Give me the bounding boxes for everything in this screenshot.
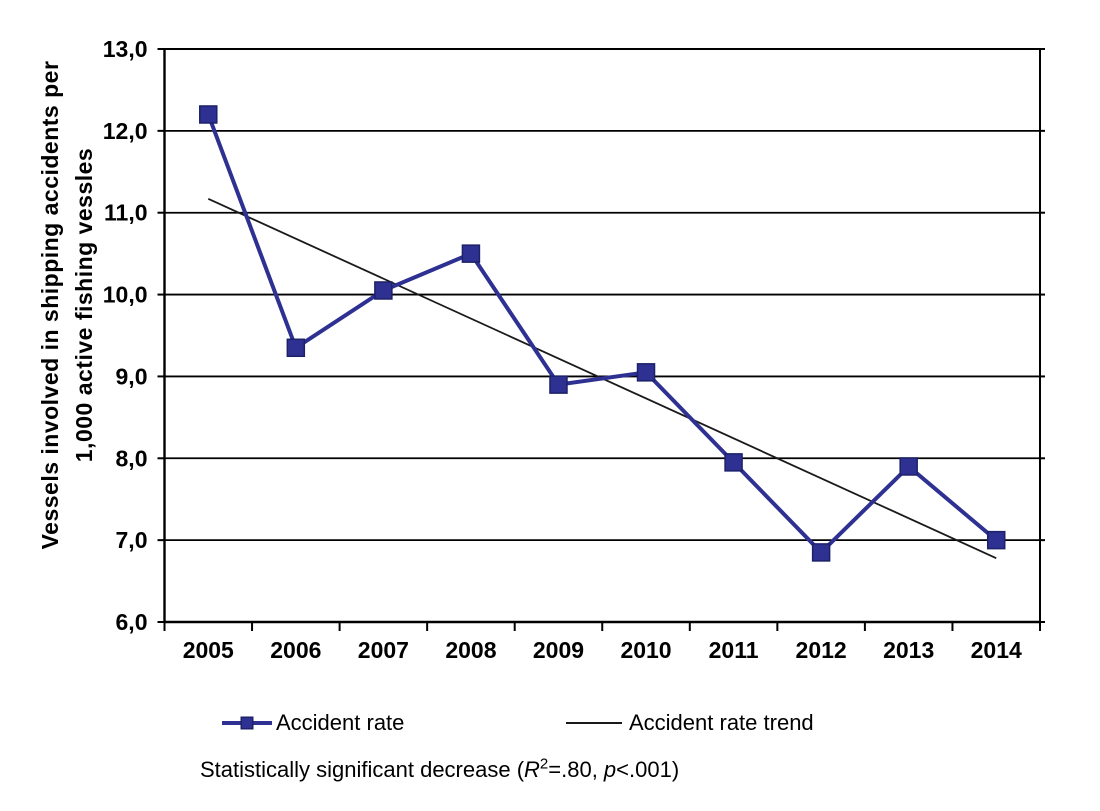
x-tick-label: 2013 <box>883 637 934 663</box>
legend-item-accident-rate-trend: Accident rate trend <box>566 709 814 737</box>
x-tick-label: 2006 <box>270 637 321 663</box>
note-text: Statistically significant decrease ( <box>200 757 525 782</box>
accident-rate-marker <box>461 244 481 263</box>
accident-rate-marker <box>286 338 306 358</box>
accident-rate-marker <box>811 543 831 562</box>
legend-item-accident-rate: Accident rate <box>222 709 404 737</box>
square-marker-icon <box>240 716 254 730</box>
note-r-symbol: R <box>524 757 540 782</box>
statistical-note: Statistically significant decrease (R2=.… <box>200 757 679 783</box>
legend-label-accident-rate: Accident rate <box>276 710 405 735</box>
y-tick-label: 11,0 <box>104 200 148 226</box>
accident-rate-marker <box>199 105 218 124</box>
y-tick-label: 13,0 <box>103 36 148 62</box>
y-tick-label: 9,0 <box>116 363 148 389</box>
note-text-end: <.001) <box>616 757 680 782</box>
accident-rate-marker <box>724 453 743 472</box>
note-text-mid: =.80, <box>548 757 604 782</box>
x-tick-label: 2009 <box>533 637 584 663</box>
gridlines <box>164 48 1040 623</box>
x-tick-label: 2008 <box>445 637 496 663</box>
y-tick-label: 8,0 <box>116 445 148 471</box>
x-tick-label: 2010 <box>620 637 671 663</box>
legend: Accident rate Accident rate trend <box>0 709 1100 739</box>
x-tick-label: 2007 <box>358 637 409 663</box>
legend-label-accident-rate-trend: Accident rate trend <box>629 710 814 735</box>
y-tick-label: 6,0 <box>116 609 148 635</box>
x-tick-label: 2012 <box>796 637 847 663</box>
accident-rate-marker <box>549 375 568 394</box>
accident-rate-line <box>206 113 998 556</box>
note-superscript: 2 <box>539 755 549 773</box>
note-p-symbol: p <box>603 757 617 782</box>
accident-rate-legend-swatch <box>222 716 272 730</box>
x-tick-label: 2014 <box>971 637 1022 663</box>
x-tick-label: 2005 <box>183 637 234 663</box>
y-tick-label: 12,0 <box>103 118 148 144</box>
trend-legend-swatch <box>566 722 622 724</box>
axis-tick-labels: 13,0 12,0 11,0 10,0 9,0 8,0 7,0 6,0 2005 2006 2007… <box>103 36 1022 663</box>
axis-ticks <box>157 48 1045 631</box>
accident-rate-marker <box>899 457 918 476</box>
x-tick-label: 2011 <box>709 637 759 663</box>
accident-rate-marker <box>636 363 656 382</box>
plot-frame <box>163 48 1041 624</box>
accident-rate-marker <box>374 281 393 300</box>
y-tick-label: 10,0 <box>103 282 148 308</box>
accident-rate-marker <box>986 530 1006 550</box>
y-tick-label: 7,0 <box>116 527 148 553</box>
accident-rate-series <box>199 105 1006 562</box>
